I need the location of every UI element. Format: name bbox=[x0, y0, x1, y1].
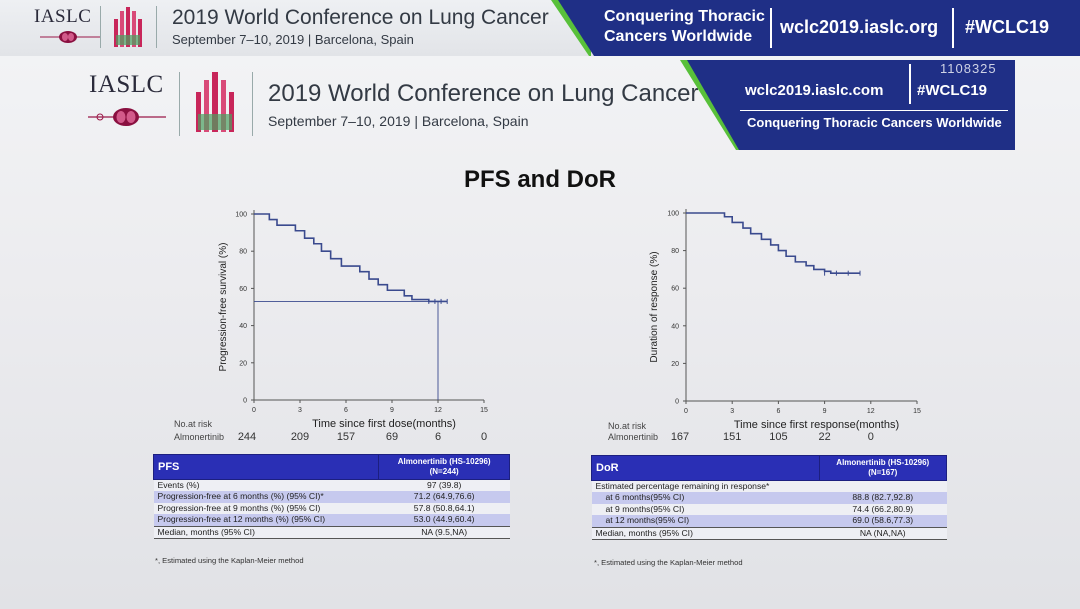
row-value: 71.2 (64.9,76.6) bbox=[378, 491, 510, 503]
cathedral-logo-icon bbox=[114, 7, 142, 47]
row-label: Events (%) bbox=[153, 479, 379, 492]
table-row: Progression-free at 12 months (%) (95% C… bbox=[153, 514, 510, 527]
row-label: Progression-free at 6 months (%) (95% CI… bbox=[153, 491, 379, 503]
banner-subtitle: September 7–10, 2019 | Barcelona, Spain bbox=[172, 32, 414, 47]
row-label: Median, months (95% CI) bbox=[153, 525, 379, 540]
row-value: 69.0 (58.6,77.3) bbox=[819, 515, 947, 528]
row-value: NA (9.5,NA) bbox=[378, 525, 510, 540]
lungs-logo-icon bbox=[88, 108, 166, 126]
iaslc-logo-text: IASLC bbox=[89, 71, 164, 98]
iaslc-logo-text: IASLC bbox=[34, 6, 92, 27]
row-label: Median, months (95% CI) bbox=[591, 526, 820, 541]
row-label: at 6 months(95% CI) bbox=[591, 492, 820, 504]
slide-header-hashtag: #WCLC19 bbox=[917, 82, 988, 99]
row-value: 97 (39.8) bbox=[378, 479, 510, 492]
row-value: 74.4 (66.2,80.9) bbox=[819, 503, 947, 516]
pfs-footnote: *, Estimated using the Kaplan-Meier meth… bbox=[155, 556, 304, 565]
banner-divider bbox=[100, 6, 101, 48]
banner-hashtag: #WCLC19 bbox=[965, 17, 1050, 37]
table-row: Estimated percentage remaining in respon… bbox=[591, 480, 947, 493]
row-value: 88.8 (82.7,92.8) bbox=[819, 492, 947, 504]
pfs-table-column-header: Almonertinib (HS-10296) (N=244) bbox=[378, 454, 510, 480]
row-label: Progression-free at 9 months (%) (95% CI… bbox=[153, 502, 379, 515]
pfs-col-header-drug: Almonertinib (HS-10296) bbox=[397, 457, 491, 466]
slide-header-title: 2019 World Conference on Lung Cancer bbox=[268, 80, 699, 107]
banner-url: wclc2019.iaslc.org bbox=[780, 17, 939, 37]
table-row: at 9 months(95% CI) 74.4 (66.2,80.9) bbox=[591, 503, 947, 516]
row-label: at 9 months(95% CI) bbox=[591, 503, 820, 516]
row-label: at 12 months(95% CI) bbox=[591, 515, 820, 528]
row-label: Estimated percentage remaining in respon… bbox=[591, 480, 820, 493]
slide-header-subtitle: September 7–10, 2019 | Barcelona, Spain bbox=[268, 113, 529, 129]
dor-col-header-n: (N=167) bbox=[868, 468, 898, 477]
table-row: Median, months (95% CI) NA (9.5,NA) bbox=[153, 525, 510, 540]
lungs-logo-icon bbox=[40, 31, 100, 43]
banner-divider bbox=[156, 6, 157, 48]
slide-counter: 1108325 bbox=[940, 61, 997, 76]
table-row: Progression-free at 9 months (%) (95% CI… bbox=[153, 502, 510, 515]
conference-banner: IASLC 2019 World Conference on Lung Canc… bbox=[0, 0, 1080, 56]
row-value: 57.8 (50.8,64.1) bbox=[378, 502, 510, 515]
table-row: Events (%) 97 (39.8) bbox=[153, 479, 510, 492]
dor-table-column-header: Almonertinib (HS-10296) (N=167) bbox=[818, 455, 948, 481]
row-value bbox=[819, 480, 947, 493]
slide-title: PFS and DoR bbox=[463, 166, 616, 193]
slide-header-slogan: Conquering Thoracic Cancers Worldwide bbox=[747, 115, 1002, 130]
table-row: Median, months (95% CI) NA (NA,NA) bbox=[591, 526, 947, 541]
banner-separator bbox=[770, 8, 772, 48]
banner-blue-panel bbox=[558, 0, 1080, 56]
header-separator bbox=[740, 110, 1008, 111]
table-row: at 6 months(95% CI) 88.8 (82.7,92.8) bbox=[591, 492, 947, 504]
banner-slogan: Conquering Thoracic Cancers Worldwide bbox=[604, 8, 765, 45]
header-separator bbox=[909, 64, 911, 104]
dor-table: DoR Almonertinib (HS-10296) (N=167) Esti… bbox=[591, 455, 948, 541]
table-row: Progression-free at 6 months (%) (95% CI… bbox=[153, 491, 510, 503]
dor-col-header-drug: Almonertinib (HS-10296) bbox=[836, 458, 930, 467]
header-blue-panel bbox=[687, 60, 1015, 150]
pfs-table-title: PFS bbox=[152, 454, 380, 480]
dor-table-title: DoR bbox=[591, 455, 820, 481]
row-value: NA (NA,NA) bbox=[819, 526, 947, 541]
dor-footnote: *, Estimated using the Kaplan-Meier meth… bbox=[594, 558, 743, 567]
slide-header-url: wclc2019.iaslc.com bbox=[745, 82, 884, 99]
row-label: Progression-free at 12 months (%) (95% C… bbox=[153, 514, 379, 527]
table-row: at 12 months(95% CI) 69.0 (58.6,77.3) bbox=[591, 515, 947, 528]
header-divider bbox=[179, 72, 180, 136]
pfs-col-header-n: (N=244) bbox=[429, 467, 459, 476]
cathedral-logo-icon bbox=[196, 72, 234, 132]
pfs-table: PFS Almonertinib (HS-10296) (N=244) Even… bbox=[152, 454, 510, 540]
banner-separator bbox=[952, 8, 954, 48]
header-divider bbox=[252, 72, 253, 136]
banner-title: 2019 World Conference on Lung Cancer bbox=[172, 6, 549, 29]
row-value: 53.0 (44.9,60.4) bbox=[378, 514, 510, 527]
